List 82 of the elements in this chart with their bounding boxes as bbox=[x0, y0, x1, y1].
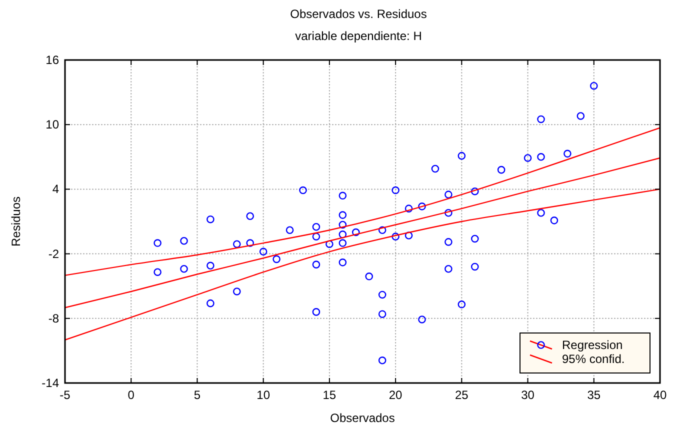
point bbox=[232, 240, 241, 248]
y-tick-label: -8 bbox=[48, 311, 60, 326]
point bbox=[312, 308, 320, 316]
point bbox=[431, 164, 440, 173]
x-tick-label: 35 bbox=[587, 388, 601, 402]
chart-subtitle: variable dependiente: H bbox=[295, 29, 422, 43]
x-tick-label: 5 bbox=[194, 388, 201, 402]
point bbox=[299, 186, 307, 194]
point bbox=[537, 208, 545, 217]
point bbox=[470, 187, 479, 196]
line-series bbox=[65, 157, 660, 308]
point bbox=[444, 238, 452, 246]
point bbox=[206, 299, 214, 308]
x-axis-title: Observados bbox=[330, 411, 395, 425]
point bbox=[576, 112, 585, 120]
point bbox=[246, 239, 254, 247]
y-axis-title: Residuos bbox=[9, 196, 23, 247]
point bbox=[232, 288, 241, 296]
x-tick-label: 10 bbox=[256, 388, 270, 402]
point bbox=[338, 230, 347, 238]
y-tick-label: 10 bbox=[46, 118, 60, 132]
point bbox=[338, 258, 347, 266]
point bbox=[365, 272, 374, 280]
point bbox=[458, 300, 466, 308]
point bbox=[470, 234, 479, 243]
point bbox=[444, 190, 452, 198]
point bbox=[338, 239, 347, 247]
point bbox=[154, 268, 162, 276]
point bbox=[458, 152, 466, 160]
point bbox=[392, 232, 400, 240]
y-tick-label: -14 bbox=[42, 376, 60, 390]
point bbox=[326, 240, 334, 248]
point bbox=[470, 262, 479, 271]
point bbox=[524, 154, 532, 162]
point bbox=[246, 212, 254, 220]
x-tick-label: 15 bbox=[322, 388, 336, 402]
point bbox=[392, 186, 400, 194]
point bbox=[378, 290, 386, 299]
point bbox=[444, 264, 452, 273]
point bbox=[378, 310, 386, 318]
point bbox=[312, 260, 320, 268]
point bbox=[312, 232, 320, 240]
point bbox=[550, 216, 558, 224]
x-tick-label: 20 bbox=[388, 388, 403, 402]
chart-title: Observados vs. Residuos bbox=[290, 7, 427, 21]
point bbox=[312, 222, 320, 231]
point bbox=[286, 226, 294, 234]
point bbox=[206, 262, 214, 270]
point bbox=[206, 215, 214, 224]
y-tick-label: 16 bbox=[46, 53, 60, 67]
point bbox=[180, 264, 188, 273]
y-tick-label: -2 bbox=[48, 246, 60, 261]
point bbox=[564, 150, 572, 158]
line-series bbox=[65, 127, 660, 276]
x-tick-label: 0 bbox=[128, 388, 135, 402]
point bbox=[404, 204, 413, 212]
point bbox=[338, 192, 347, 200]
point bbox=[537, 153, 545, 161]
point bbox=[378, 226, 386, 234]
line-series bbox=[65, 188, 660, 341]
point bbox=[378, 356, 386, 364]
point bbox=[338, 211, 347, 219]
point bbox=[497, 166, 506, 174]
point bbox=[590, 82, 598, 90]
point bbox=[418, 202, 426, 210]
point bbox=[537, 115, 545, 124]
point bbox=[259, 248, 268, 256]
point bbox=[272, 255, 280, 264]
x-tick-label: -5 bbox=[60, 388, 71, 402]
legend-label: Regression bbox=[562, 338, 623, 352]
point bbox=[418, 316, 426, 324]
x-tick-label: 40 bbox=[653, 388, 667, 402]
x-tick-label: 30 bbox=[521, 388, 535, 402]
point bbox=[352, 228, 360, 236]
x-tick-label: 25 bbox=[454, 388, 469, 402]
point bbox=[154, 239, 162, 247]
y-tick-label: 4 bbox=[52, 182, 60, 196]
point bbox=[404, 232, 413, 240]
point bbox=[444, 208, 452, 217]
legend-label: 95% confid. bbox=[562, 352, 625, 366]
point bbox=[180, 236, 188, 245]
point bbox=[338, 220, 347, 229]
